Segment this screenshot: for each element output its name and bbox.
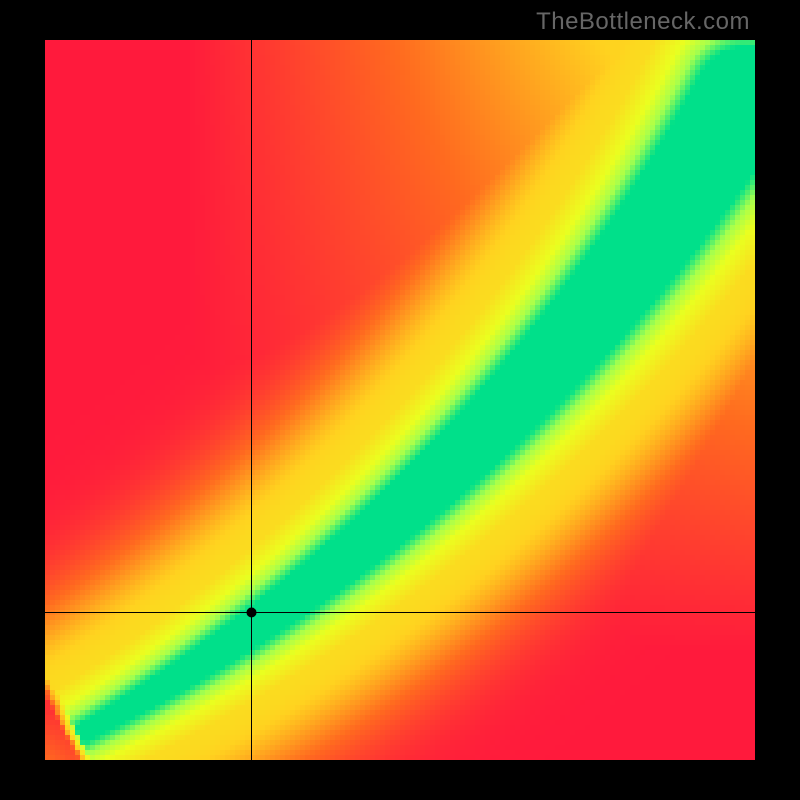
chart-frame: TheBottleneck.com — [0, 0, 800, 800]
heatmap-plot — [45, 40, 755, 760]
heatmap-canvas — [45, 40, 755, 760]
watermark-text: TheBottleneck.com — [536, 8, 750, 36]
